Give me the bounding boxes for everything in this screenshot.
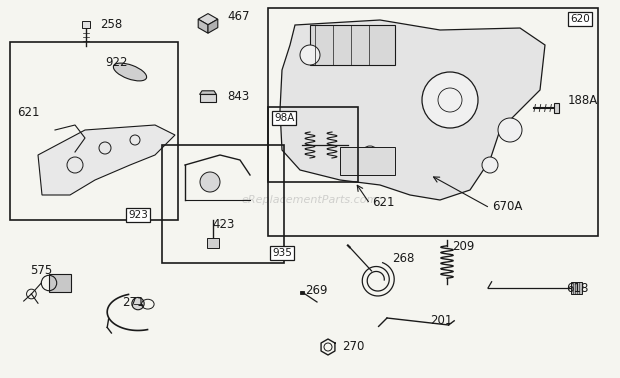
Text: 258: 258 <box>100 17 122 31</box>
Text: 270: 270 <box>342 341 365 353</box>
Polygon shape <box>208 19 218 33</box>
Polygon shape <box>280 20 545 200</box>
Circle shape <box>361 146 379 164</box>
Text: 201: 201 <box>430 313 453 327</box>
Polygon shape <box>554 103 559 113</box>
Text: 922: 922 <box>105 56 128 68</box>
Bar <box>310 25 395 65</box>
Text: 575: 575 <box>30 263 52 276</box>
Circle shape <box>132 297 144 310</box>
Bar <box>571 282 582 294</box>
Text: 843: 843 <box>227 90 249 102</box>
Polygon shape <box>200 91 216 94</box>
Text: 423: 423 <box>212 218 234 231</box>
Text: 935: 935 <box>272 248 292 258</box>
Text: 621: 621 <box>372 195 394 209</box>
Bar <box>82 21 90 28</box>
Polygon shape <box>38 125 175 195</box>
Text: 670A: 670A <box>492 200 523 214</box>
Text: 621: 621 <box>17 105 40 118</box>
Text: 209: 209 <box>452 240 474 254</box>
Bar <box>300 291 304 293</box>
Text: 98A: 98A <box>274 113 294 123</box>
Text: 923: 923 <box>128 210 148 220</box>
Text: 271: 271 <box>122 296 144 308</box>
Bar <box>10 42 178 220</box>
Bar <box>340 147 395 175</box>
Circle shape <box>300 45 320 65</box>
Polygon shape <box>198 14 218 25</box>
Text: 268: 268 <box>392 251 414 265</box>
Bar <box>162 145 284 263</box>
Bar <box>49 274 71 292</box>
Text: 467: 467 <box>227 9 249 23</box>
Circle shape <box>482 157 498 173</box>
Bar <box>268 107 358 182</box>
Polygon shape <box>200 94 216 102</box>
Polygon shape <box>198 19 208 33</box>
Bar <box>268 8 598 236</box>
Circle shape <box>498 118 522 142</box>
Text: 618: 618 <box>566 282 588 294</box>
Circle shape <box>422 72 478 128</box>
Circle shape <box>200 172 220 192</box>
Ellipse shape <box>113 63 146 81</box>
Bar <box>207 238 219 248</box>
Text: 620: 620 <box>570 14 590 24</box>
Text: 188A: 188A <box>568 93 598 107</box>
Text: 269: 269 <box>305 284 327 296</box>
Text: eReplacementParts.com: eReplacementParts.com <box>242 195 378 205</box>
